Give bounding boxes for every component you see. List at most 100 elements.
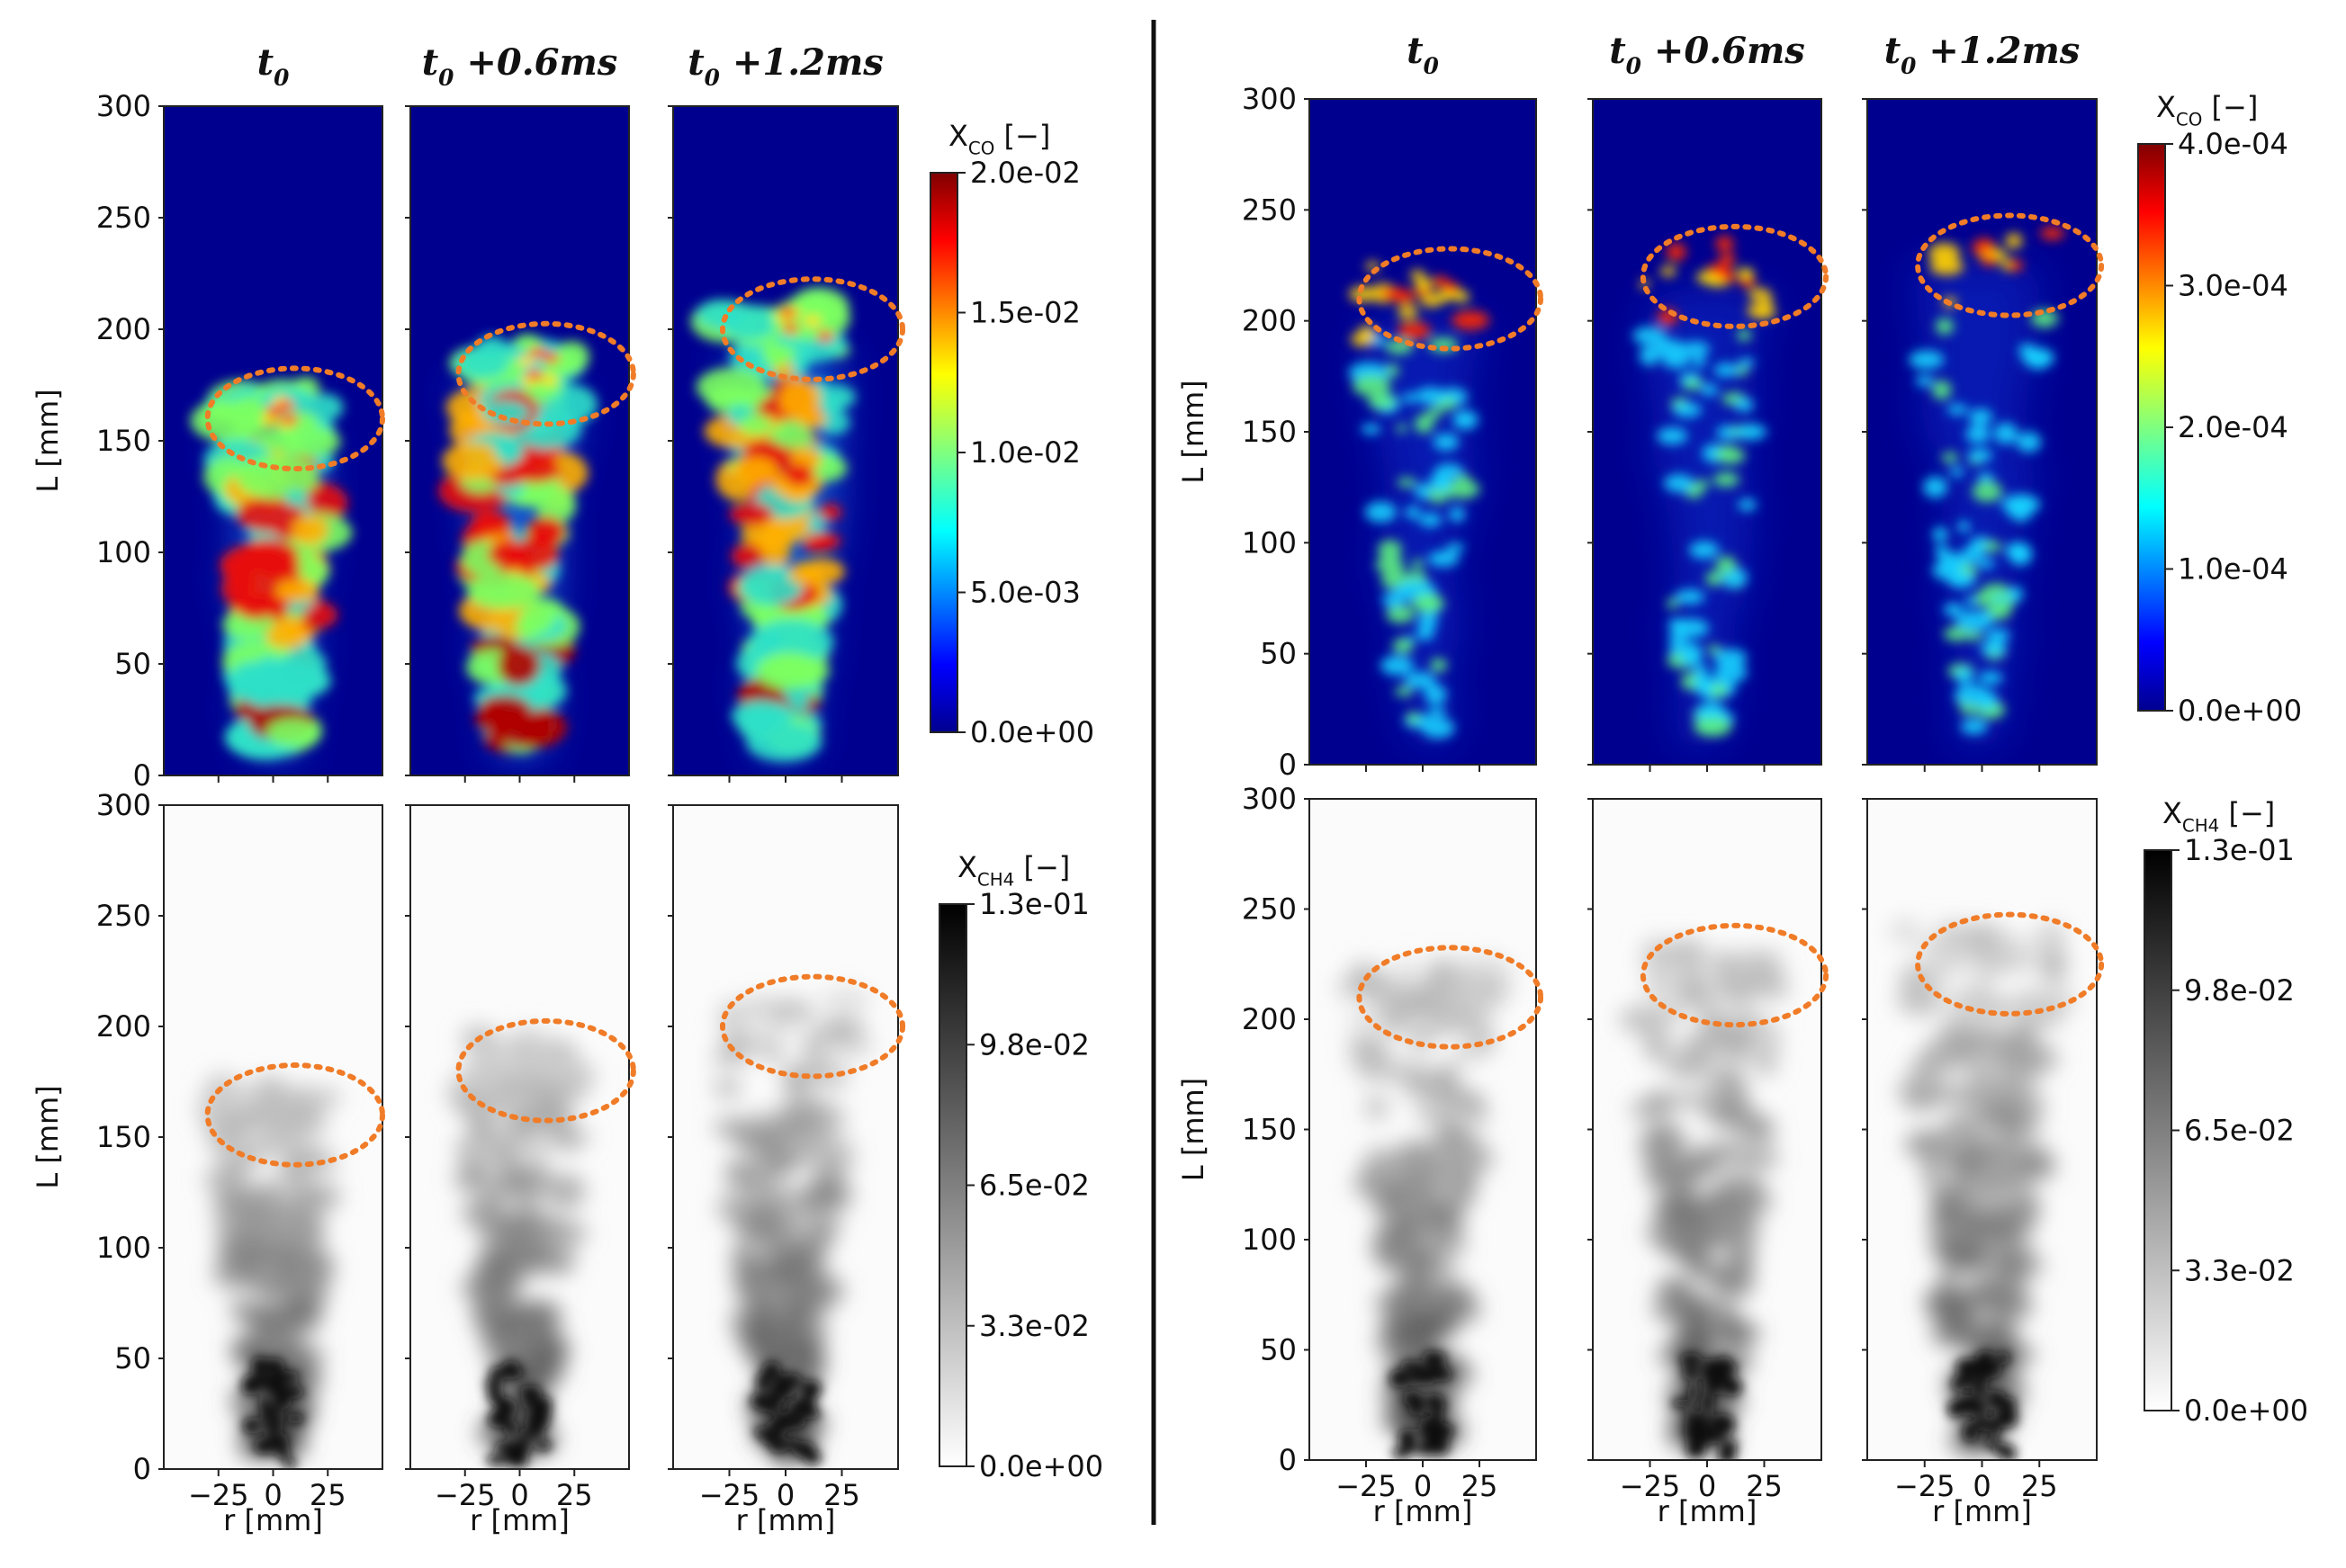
co-blob — [1452, 310, 1490, 330]
co-blob — [1712, 471, 1739, 488]
x-axis-label: r [mm] — [736, 1503, 836, 1537]
co-blob — [1964, 631, 1983, 641]
ch4-core-blob — [1679, 1353, 1703, 1366]
ch4-blob — [510, 1029, 536, 1064]
co-blob — [1397, 478, 1416, 488]
colorbar-tick-label: 3.3e-02 — [2184, 1253, 2295, 1287]
x-tick-label: −25 — [1894, 1469, 1955, 1503]
co-blob — [1964, 596, 1977, 607]
ch4-blob — [239, 1090, 258, 1116]
colorbar-ch4: 0.0e+00 3.3e-02 6.5e-02 9.8e-02 1.3e-01XCH4 … — [2144, 796, 2308, 1428]
co-blob — [1416, 627, 1434, 641]
y-axis-label: L [mm] — [31, 389, 65, 492]
ch4-blob — [1680, 1148, 1715, 1179]
colorbar-gradient — [2137, 143, 2166, 712]
co-blob — [1352, 375, 1391, 397]
co-blob — [1982, 541, 2002, 552]
panel-bot-2: −25 0 25r [mm] — [1862, 798, 2105, 1528]
ch4-blob — [1643, 1029, 1673, 1062]
co-blob — [292, 515, 328, 545]
co-blob — [719, 304, 778, 340]
ch4-blob — [271, 1123, 306, 1151]
co-blob — [1980, 641, 2008, 655]
x-tick-label: 0 — [1414, 1469, 1432, 1503]
co-structures — [1632, 236, 1777, 748]
ch4-blob — [1667, 1195, 1717, 1223]
ch4-blob — [1961, 1295, 1989, 1310]
x-tick-label: −25 — [188, 1478, 249, 1512]
ch4-blob — [310, 1117, 328, 1138]
highlight-circle — [455, 320, 636, 427]
co-blob — [1955, 610, 1993, 632]
ch4-blob — [763, 1146, 796, 1177]
ch4-blob — [1949, 1183, 1975, 1214]
co-tip-blob — [265, 406, 282, 417]
co-tip-blob — [1739, 276, 1756, 288]
co-blob — [1968, 408, 1993, 426]
time-label: t0 +1.2ms — [1884, 30, 2081, 79]
co-blob — [220, 556, 256, 577]
ch4-core — [1947, 1350, 2018, 1460]
ch4-blob — [1983, 1167, 2027, 1196]
colorbar-ch4: 0.0e+00 3.3e-02 6.5e-02 9.8e-02 1.3e-01XCH4 … — [939, 850, 1103, 1483]
colorbar-tick-label: 4.0e-04 — [2178, 127, 2288, 161]
ch4-blob — [771, 1327, 798, 1363]
co-blob — [729, 502, 773, 526]
colorbar-tick-label: 5.0e-03 — [970, 576, 1081, 610]
co-blob — [1932, 380, 1952, 400]
co-blob — [1361, 424, 1381, 435]
ch4-blob — [1443, 1205, 1464, 1223]
y-tick-label: 0 — [1279, 1443, 1297, 1477]
co-blob — [1955, 668, 1973, 685]
ch4-blob — [1684, 981, 1708, 1013]
ch4-blob — [544, 1173, 586, 1209]
y-tick-label: 200 — [96, 312, 151, 346]
ch4-blob — [822, 989, 872, 1008]
co-blob — [497, 645, 541, 686]
x-tick-label: 0 — [1973, 1469, 1991, 1503]
highlight-circle — [204, 1062, 385, 1168]
ch4-blob — [1406, 1267, 1430, 1304]
ch4-core-blob — [1424, 1350, 1436, 1366]
colorbar-tick-label: 2.0e-04 — [2178, 410, 2288, 444]
co-blob — [493, 436, 518, 461]
co-blob — [455, 346, 509, 379]
ch4-plume — [1888, 918, 2077, 1455]
ch4-blob — [1986, 1290, 2034, 1321]
ch4-blob — [1712, 1065, 1745, 1089]
co-blob — [759, 631, 783, 650]
co-blob — [1735, 424, 1767, 440]
panel-top-2 — [1862, 98, 2105, 772]
co-blob — [1681, 341, 1711, 357]
co-blob — [1713, 363, 1739, 377]
ch4-core-blob — [1671, 1398, 1694, 1409]
ch4-core-blob — [273, 1391, 292, 1409]
ch4-blob — [2002, 1076, 2036, 1110]
co-tip-blob — [1979, 240, 1996, 252]
colorbar-tick-label: 0.0e+00 — [2184, 1393, 2308, 1428]
ch4-blob — [1723, 1320, 1746, 1340]
ch4-blob — [546, 1056, 571, 1077]
co-blob — [1960, 718, 1988, 735]
colorbar-tick-label: 3.3e-02 — [979, 1309, 1090, 1343]
highlight-circle — [1356, 945, 1544, 1050]
ch4-core-blob — [1955, 1358, 1980, 1373]
ch4-core-blob — [1975, 1374, 1989, 1387]
co-tip-blob — [1432, 275, 1449, 287]
co-blob — [1402, 392, 1417, 404]
co-blob — [798, 410, 827, 429]
co-tip-blob — [1443, 282, 1460, 293]
co-blob — [1378, 540, 1403, 560]
co-tip-blob — [529, 346, 546, 358]
ch4-blob — [813, 1224, 833, 1243]
ch4-blob — [1364, 1094, 1389, 1121]
co-structures — [1348, 261, 1490, 748]
co-tip-blob — [541, 374, 558, 386]
y-tick-label: 150 — [96, 424, 151, 458]
co-blob — [1380, 655, 1415, 676]
colorbar-tick-label: 1.5e-02 — [970, 296, 1081, 330]
ch4-core-blob — [531, 1396, 553, 1410]
panel-top-1 — [1587, 98, 1829, 772]
co-blob — [1959, 703, 1980, 715]
